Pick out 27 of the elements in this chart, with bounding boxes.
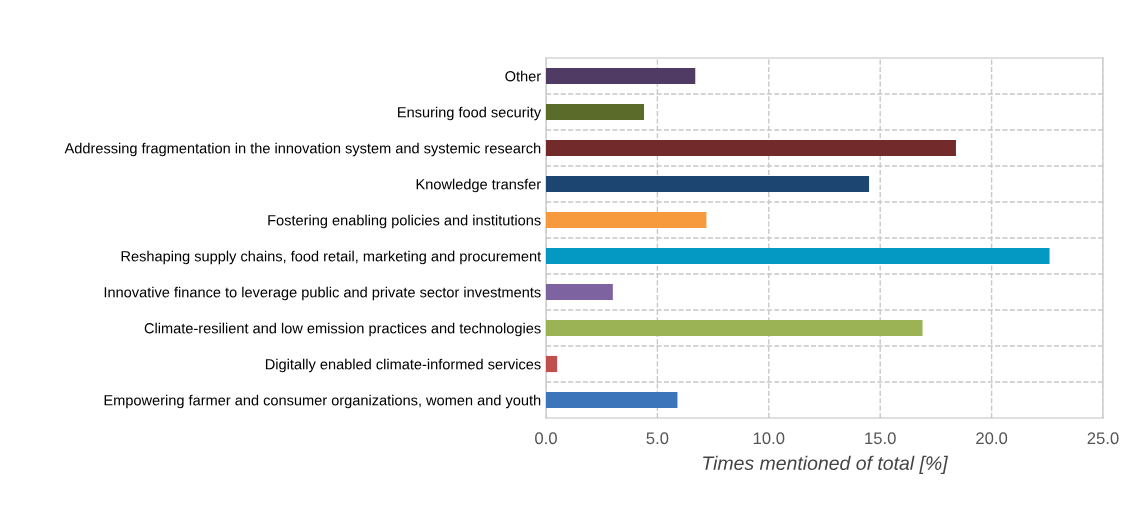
y-tick-label: Fostering enabling policies and institutions: [268, 214, 541, 229]
bar: [546, 355, 558, 373]
x-tick-label: 15.0: [865, 432, 896, 445]
bar: [546, 211, 707, 229]
bar: [546, 319, 923, 337]
bar: [546, 247, 1050, 265]
x-tick-label: 0.0: [535, 432, 557, 445]
x-tick-label: 5.0: [646, 432, 669, 445]
y-tick-label: Knowledge transfer: [416, 178, 541, 193]
bar: [546, 103, 645, 121]
y-tick-label: Ensuring food security: [398, 106, 542, 121]
y-tick-label: Empowering farmer and consumer organizations, women and youth: [104, 394, 541, 409]
bar: [546, 391, 678, 409]
y-tick-label: Other: [505, 70, 541, 82]
bar: [546, 67, 696, 85]
y-tick-label: Reshaping supply chains, food retail, marketing and procurement: [121, 250, 542, 265]
bar: [546, 175, 870, 193]
bar: [546, 283, 613, 301]
y-tick-label: Digitally enabled climate-informed services: [265, 358, 541, 373]
y-tick-label: Addressing fragmentation in the innovation system and systemic research: [64, 142, 541, 157]
y-tick-label: Climate-resilient and low emission practices and technologies: [144, 322, 541, 337]
x-tick-label: 25.0: [1087, 432, 1119, 445]
x-tick-label: 20.0: [976, 432, 1008, 445]
x-axis-title: Times mentioned of total [%]: [703, 455, 948, 474]
y-tick-label: Innovative finance to leverage public and private sector investments: [104, 286, 541, 301]
bar: [546, 139, 956, 157]
x-tick-label: 10.0: [753, 432, 785, 445]
